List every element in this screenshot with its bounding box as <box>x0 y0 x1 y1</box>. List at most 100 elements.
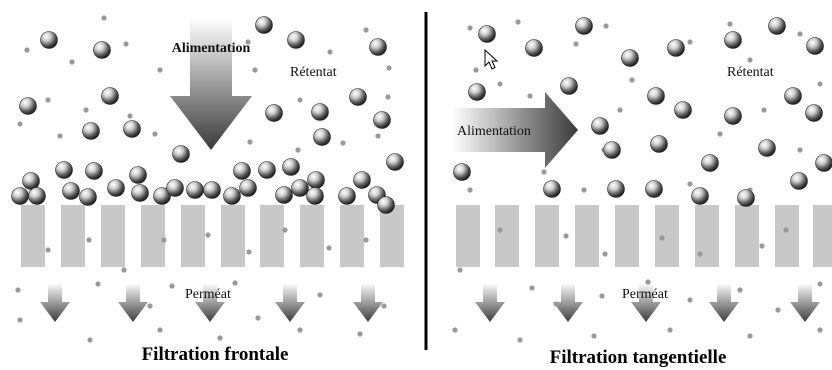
small-particle <box>761 107 767 113</box>
membrane-slab <box>101 205 125 267</box>
small-particle <box>123 41 129 47</box>
small-particle <box>659 235 665 241</box>
small-particle <box>326 245 332 251</box>
large-particle <box>93 41 111 59</box>
permeate-arrow <box>790 283 820 322</box>
large-particle <box>311 103 329 121</box>
small-particle <box>553 301 559 307</box>
small-particle <box>759 243 765 249</box>
small-particle <box>340 140 346 146</box>
small-particle <box>45 247 51 253</box>
small-particle <box>687 181 693 187</box>
mouse-cursor-icon <box>484 48 499 70</box>
membrane-slab <box>695 205 719 267</box>
membrane-slab <box>813 205 832 267</box>
large-particle <box>55 161 73 179</box>
large-particle <box>377 196 395 214</box>
small-particle <box>817 281 823 287</box>
membrane-slab <box>655 205 679 267</box>
membrane-slab <box>495 205 519 267</box>
small-particle <box>15 287 21 293</box>
small-particle <box>127 113 133 119</box>
small-particle <box>385 94 391 100</box>
small-particle <box>327 49 333 55</box>
large-particle <box>79 188 97 206</box>
large-particle <box>525 39 543 57</box>
small-particle <box>563 233 569 239</box>
small-particle <box>581 187 587 193</box>
permeate-arrow <box>275 283 305 322</box>
large-particle <box>674 101 692 119</box>
large-particle <box>543 180 561 198</box>
membrane-slab <box>775 205 799 267</box>
small-particle <box>246 249 252 255</box>
small-particle <box>667 327 673 333</box>
large-particle <box>265 104 283 122</box>
permeate-arrow <box>475 283 505 322</box>
large-particle <box>28 187 46 205</box>
feed-arrow-right <box>452 92 578 168</box>
panel-frontale: Alimentation Rétentat Perméat Filtration… <box>11 15 404 365</box>
large-particle <box>131 184 149 202</box>
large-particle <box>805 104 823 122</box>
small-particle <box>591 333 597 339</box>
small-particle <box>357 331 363 337</box>
large-particle <box>691 187 709 205</box>
small-particle <box>161 237 167 243</box>
small-particle <box>817 327 823 333</box>
large-particle <box>291 179 309 197</box>
large-particle <box>123 120 141 138</box>
small-particle <box>629 77 635 83</box>
large-particle <box>275 186 293 204</box>
small-particle <box>157 67 163 73</box>
permeate-arrow <box>40 283 70 322</box>
large-particle <box>701 154 719 172</box>
small-particle <box>783 227 789 233</box>
small-particle <box>687 39 693 45</box>
large-particle <box>607 180 625 198</box>
small-particle <box>24 47 30 53</box>
large-particle <box>307 171 325 189</box>
large-particle <box>784 87 802 105</box>
small-particle <box>473 67 479 73</box>
large-particle <box>806 37 824 55</box>
membrane <box>456 205 832 267</box>
small-particle <box>57 133 63 139</box>
membrane-slab <box>575 205 599 267</box>
small-particle <box>573 41 579 47</box>
large-particle <box>233 162 251 180</box>
small-particle <box>363 237 369 243</box>
permeate-arrow <box>118 283 148 322</box>
caption-tangentielle: Filtration tangentielle <box>550 347 727 368</box>
small-particle <box>297 97 303 103</box>
large-particle <box>468 83 486 101</box>
large-particle <box>306 187 324 205</box>
large-particle <box>737 189 755 207</box>
small-particle <box>747 57 753 63</box>
small-particle <box>101 15 107 21</box>
small-particle <box>515 19 521 25</box>
small-particle <box>86 237 92 243</box>
small-particle <box>797 147 803 153</box>
large-particle <box>790 172 808 190</box>
large-particle <box>107 179 125 197</box>
large-particle <box>603 141 621 159</box>
small-particle <box>232 280 238 286</box>
small-particle <box>727 21 733 27</box>
small-particle <box>147 303 153 309</box>
membrane-slab <box>181 205 205 267</box>
small-particle <box>45 97 51 103</box>
retentate-label: Rétentat <box>727 65 774 80</box>
small-particle <box>497 81 503 87</box>
membrane-slab <box>340 205 364 267</box>
small-particle <box>87 337 93 343</box>
membrane-slab <box>735 205 759 267</box>
permeate-arrows <box>40 283 383 322</box>
small-particle <box>599 293 605 299</box>
small-particle <box>381 303 387 309</box>
large-particle <box>11 187 29 205</box>
large-particle <box>22 172 40 190</box>
large-particle <box>373 111 391 129</box>
membrane-slab <box>535 205 559 267</box>
